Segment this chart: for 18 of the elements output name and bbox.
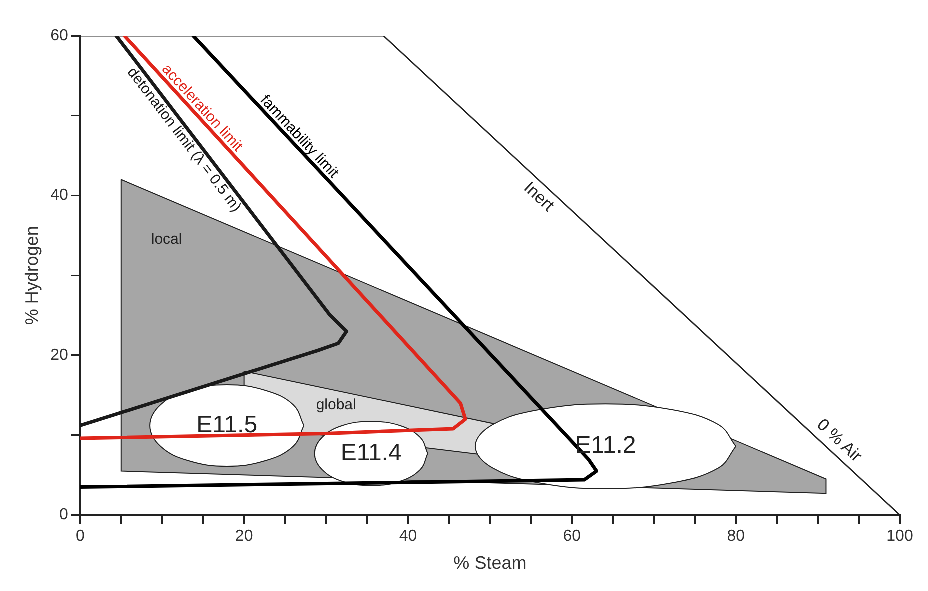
series-label: local <box>151 230 182 248</box>
y-tick-label: 0 <box>59 506 68 524</box>
y-tick-label: 60 <box>50 27 68 44</box>
y-axis-title: % Hydrogen <box>22 226 42 326</box>
series-label: global <box>316 396 356 414</box>
x-tick-label: 100 <box>886 528 914 546</box>
x-tick-label: 40 <box>399 528 418 546</box>
x-tick-label: 20 <box>235 528 254 546</box>
series-label: E11.2 <box>575 432 636 460</box>
x-axis-title: % Steam <box>454 553 527 574</box>
x-tick-label: 80 <box>727 528 746 546</box>
x-tick-label: 60 <box>563 528 582 546</box>
y-tick-label: 40 <box>50 187 68 204</box>
y-tick-label: 20 <box>50 346 68 364</box>
series-label: E11.5 <box>196 411 258 438</box>
annotation: 0 % Air <box>814 415 866 466</box>
x-tick-label: 0 <box>76 528 85 546</box>
series-label: E11.4 <box>340 439 402 466</box>
